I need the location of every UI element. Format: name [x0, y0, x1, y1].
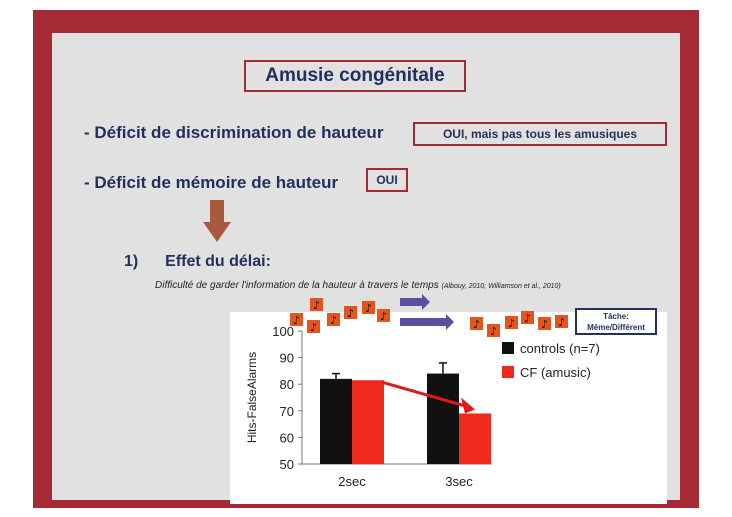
- note-tile: [487, 324, 500, 337]
- note-tile: [521, 311, 534, 324]
- y-axis-label: Hits-FalseAlarms: [245, 352, 259, 443]
- annotation-arrow-head: [461, 397, 475, 414]
- music-note-icon: ♪: [508, 317, 515, 330]
- x-tick-label: 2sec: [338, 474, 366, 489]
- note-tile: [470, 317, 483, 330]
- bar-cf-2sec: [352, 380, 384, 464]
- subheading-number: 1): [124, 253, 139, 270]
- bar-controls-3sec: [427, 373, 459, 464]
- y-tick-label: 90: [280, 351, 294, 366]
- down-arrow-icon: [203, 200, 231, 242]
- note-tile: [538, 317, 551, 330]
- task-type: Même/Différent: [587, 322, 645, 332]
- chart-background: 50 60 70 80 90 100 Hits-FalseAlarms 2sec 3sec con…: [230, 312, 667, 504]
- legend-swatch: [502, 366, 514, 378]
- task-box: Tâche: Même/Différent: [575, 308, 657, 335]
- y-tick-label: 50: [280, 457, 294, 472]
- point1-answer-box: OUI, mais pas tous les amusiques: [413, 122, 667, 146]
- y-tick-label: 100: [272, 324, 294, 339]
- subheading-text: Effet du délai:: [165, 253, 271, 270]
- music-note-icon: ♪: [313, 299, 320, 312]
- point-pitch-discrimination: - Déficit de discrimination de hauteur: [84, 123, 384, 142]
- legend-label: controls (n=7): [520, 341, 600, 356]
- y-tick-label: 60: [280, 430, 294, 445]
- slide-title-text: Amusie congénitale: [265, 65, 445, 86]
- task-label: Tâche:: [603, 311, 629, 321]
- point2-answer-box: OUI: [366, 168, 408, 192]
- y-tick-label: 70: [280, 404, 294, 419]
- y-tick-label: 80: [280, 377, 294, 392]
- annotation-arrow-line: [381, 380, 468, 408]
- note-tile: [290, 313, 303, 326]
- note-tile: [505, 316, 518, 329]
- x-tick-label: 3sec: [445, 474, 473, 489]
- music-note-icon: ♪: [347, 307, 354, 320]
- references: (Albouy, 2010; Williamson et al., 2010): [441, 283, 561, 290]
- note-tile: [327, 313, 340, 326]
- music-note-icon: ♪: [365, 302, 372, 315]
- music-note-icon: ♪: [558, 316, 565, 329]
- note-tile: [362, 301, 375, 314]
- music-note-icon: ♪: [541, 318, 548, 331]
- description-text: Difficulté de garder l'information de la…: [155, 280, 439, 291]
- note-tile: [377, 309, 390, 322]
- note-tile: [555, 315, 568, 328]
- music-note-icon: ♪: [310, 321, 317, 334]
- music-note-icon: ♪: [473, 318, 480, 331]
- description: Difficulté de garder l'information de la…: [155, 280, 561, 291]
- arrow-right-icon: [400, 314, 454, 330]
- music-note-icon: ♪: [293, 314, 300, 327]
- bar-controls-2sec: [320, 378, 352, 464]
- music-note-icon: ♪: [380, 310, 387, 323]
- note-tile: [307, 320, 320, 333]
- subheading: 1) Effet du délai:: [124, 253, 271, 271]
- legend-label: CF (amusic): [520, 365, 591, 380]
- point-pitch-memory: - Déficit de mémoire de hauteur: [84, 173, 339, 192]
- music-note-icon: ♪: [524, 312, 531, 325]
- arrow-right-icon: [400, 294, 430, 310]
- music-note-icon: ♪: [490, 325, 497, 338]
- note-tile: [310, 298, 323, 311]
- bar-chart: 50 60 70 80 90 100 Hits-FalseAlarms 2sec 3sec con…: [245, 324, 600, 489]
- legend-swatch: [502, 342, 514, 354]
- slide-title: Amusie congénitale: [244, 60, 466, 92]
- note-tile: [344, 306, 357, 319]
- music-note-icon: ♪: [330, 314, 337, 327]
- bar-cf-3sec: [459, 413, 491, 464]
